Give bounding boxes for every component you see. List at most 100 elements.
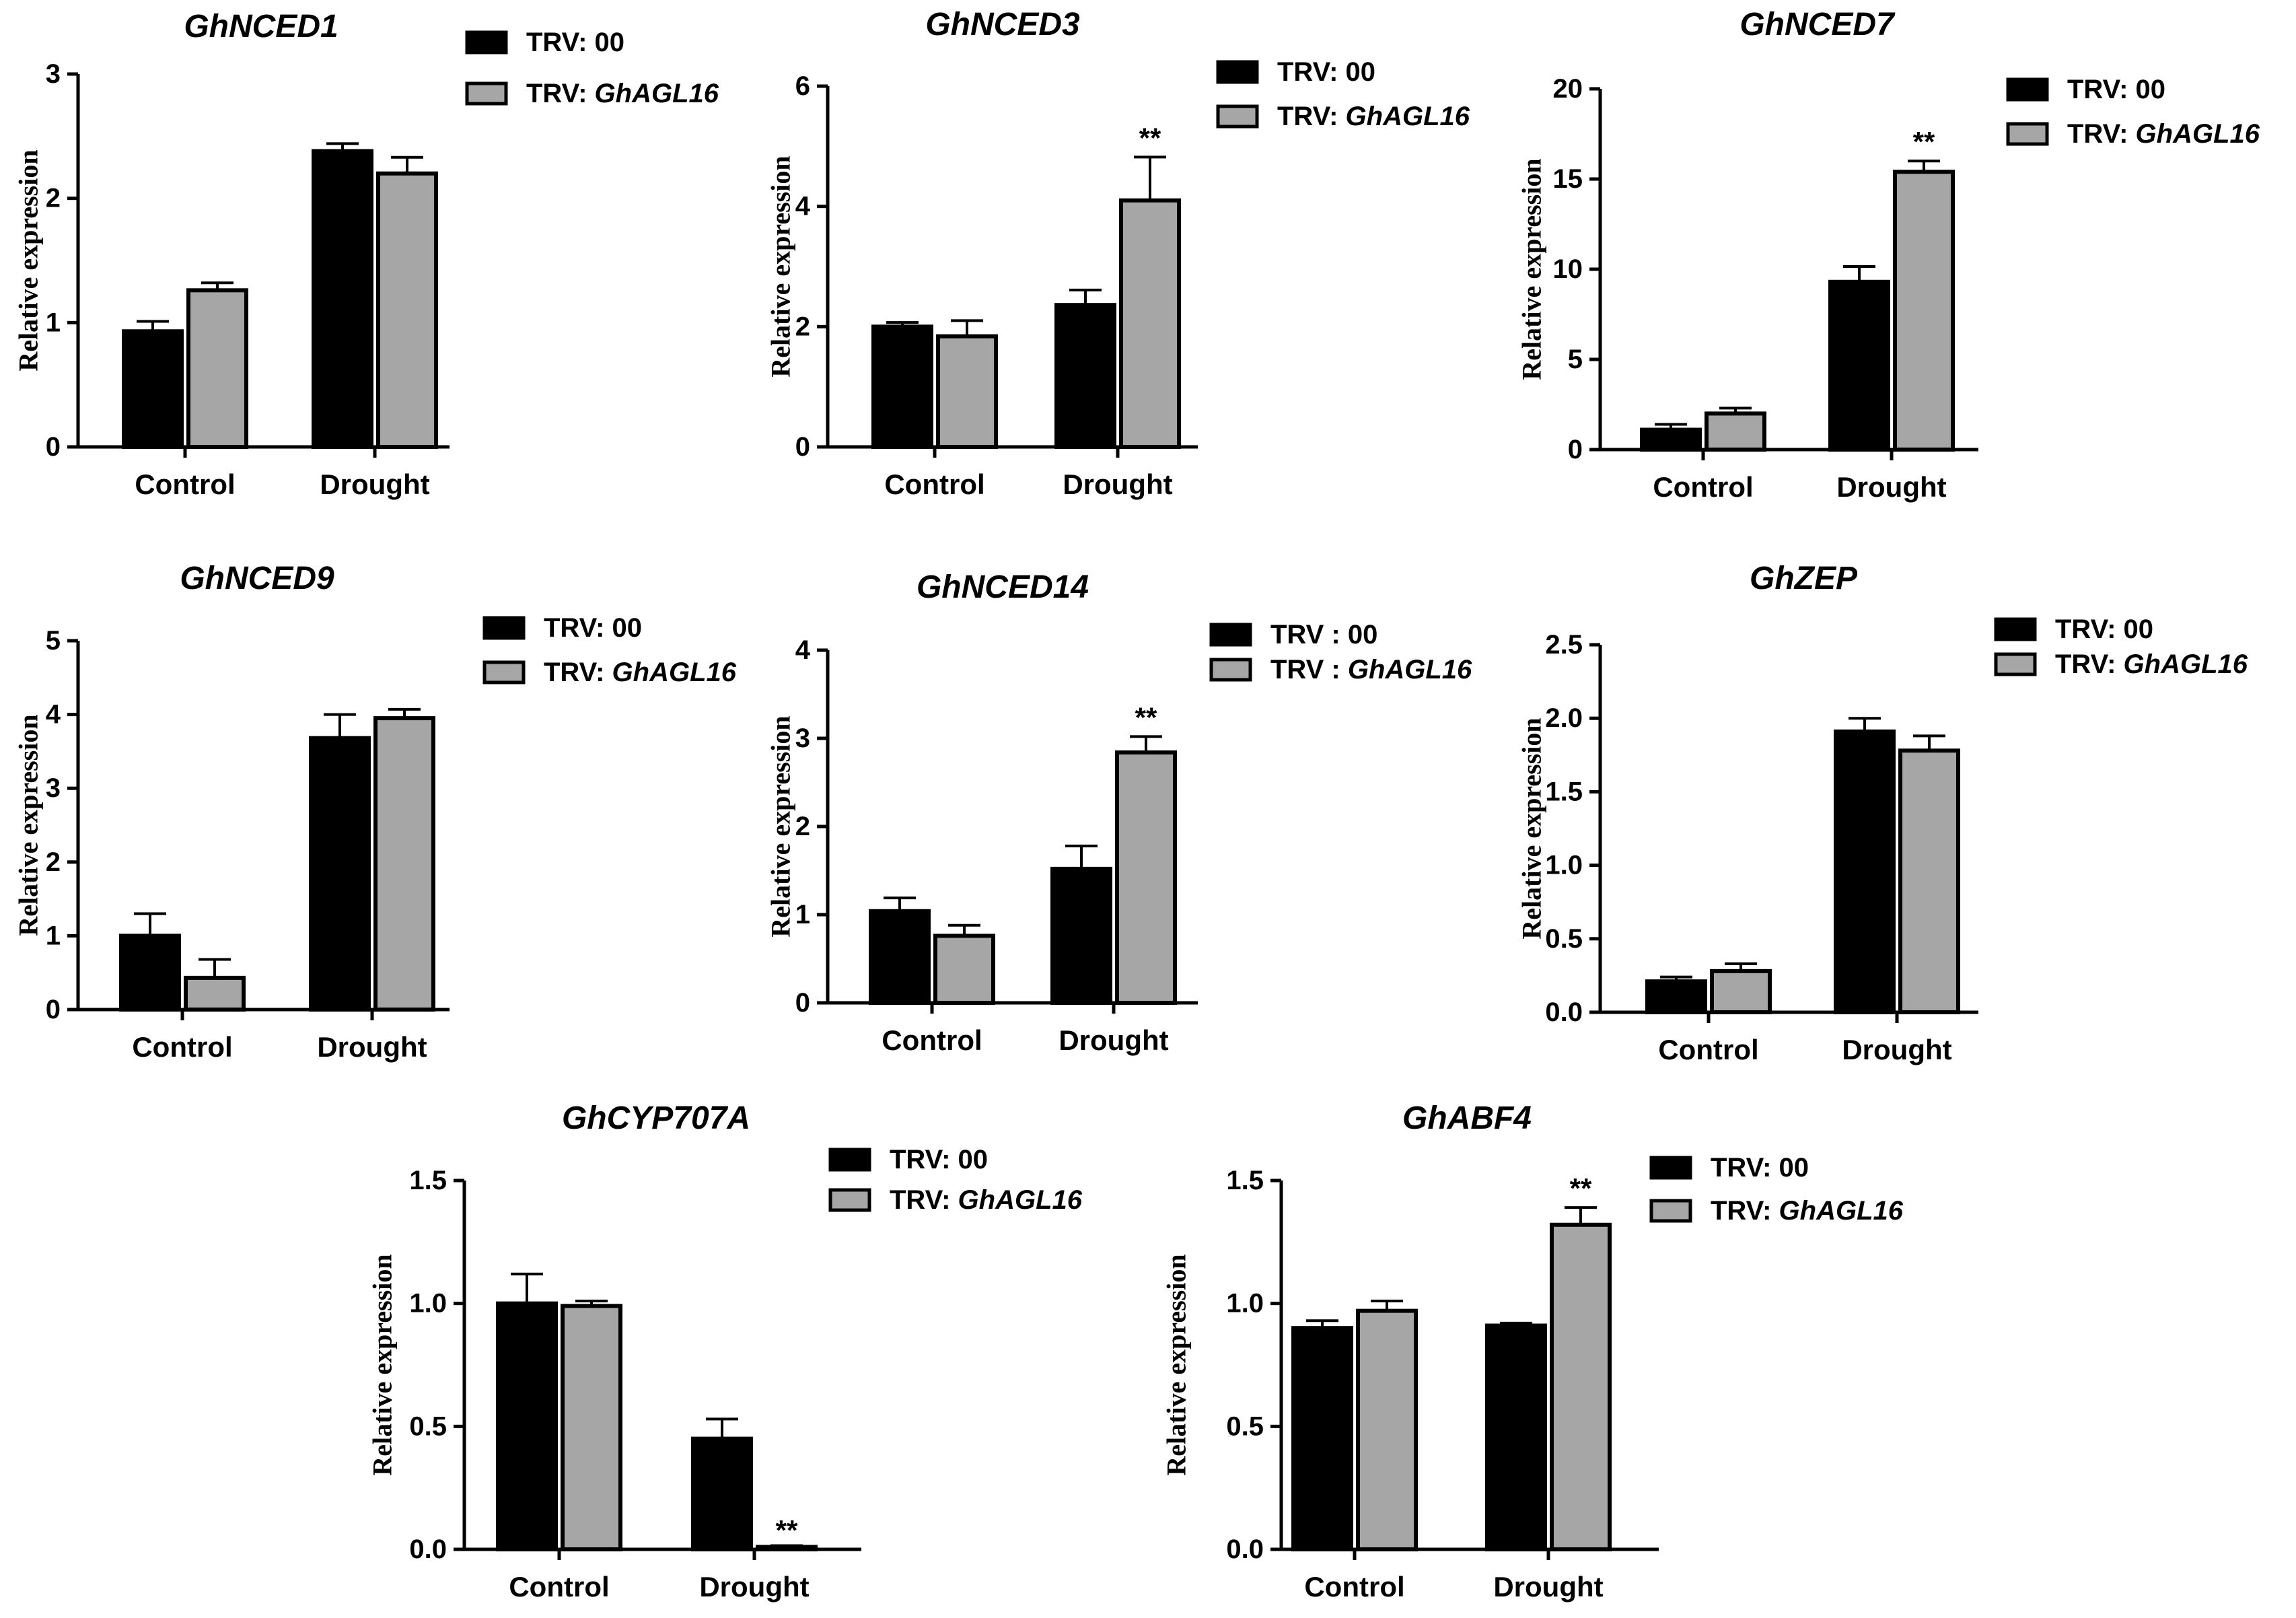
legend-gene: GhAGL16 [2124,649,2248,679]
legend-label: TRV : 00 [1270,620,1377,649]
y-axis-label: Relative expression [766,715,796,937]
y-tick-label: 0.0 [1226,1535,1264,1564]
y-tick-label: 1.5 [1545,777,1583,806]
bar-trv00 [691,1436,753,1552]
y-tick-label: 0.5 [1226,1411,1264,1441]
x-category-label: Control [135,468,235,500]
bar-trv-ghagl16 [1705,411,1766,452]
bar-trv-ghagl16 [373,716,435,1012]
legend-gene: GhAGL16 [958,1185,1083,1215]
legend-swatch-trv-ghagl16 [1209,658,1252,682]
chart-title: GhABF4 [1402,1100,1532,1136]
legend-label: TRV: 00 [526,28,624,57]
legend-prefix: TRV: [2055,614,2124,644]
legend-prefix: TRV : [1270,655,1348,684]
y-tick-label: 4 [795,192,811,221]
legend-label: TRV : GhAGL16 [1270,655,1472,684]
legend-swatch-trv00 [2006,77,2049,102]
legend-prefix: TRV: [526,79,595,108]
legend-label: TRV: 00 [1277,57,1375,87]
legend-gene: GhAGL16 [1346,102,1470,131]
y-axis-label: Relative expression [1517,158,1547,380]
y-tick-label: 0 [795,988,810,1018]
y-tick-label: 1 [46,308,61,337]
significance-marker: ** [1135,701,1157,733]
y-tick-label: 1 [795,900,810,929]
chart-panel: GhNCED1 Relative expression 0 1 2 3 Control Dro… [13,9,719,500]
bar-trv-ghagl16 [184,975,246,1012]
y-tick-label: 1.5 [1226,1166,1264,1195]
y-axis-label: Relative expression [13,714,44,936]
bar-trv00 [1640,427,1702,452]
chart-panel: GhCYP707A Relative expression 0.0 0.5 1.0 1.5… [367,1100,1083,1603]
y-axis-label: Relative expression [1161,1254,1192,1475]
y-tick-label: 0.5 [1545,924,1583,954]
bar-trv-ghagl16 [936,334,998,450]
chart-panel: GhNCED9 Relative expression 0 1 2 3 4 5 Control D… [13,561,737,1063]
chart-panel: GhABF4 Relative expression 0.0 0.5 1.0 1.5 Con… [1161,1100,1904,1603]
y-tick-label: 2.0 [1545,703,1583,733]
y-tick-label: 1.5 [409,1166,447,1195]
bar-trv00 [1834,729,1896,1014]
x-category-label: Control [1304,1571,1404,1603]
legend-prefix: TRV: [2067,75,2136,104]
legend-prefix: TRV: [526,28,595,57]
bar-trv-ghagl16 [756,1545,818,1552]
legend-swatch-trv-ghagl16 [1216,104,1259,129]
y-tick-label: 0 [1568,435,1583,464]
x-category-label: Drought [1836,471,1946,503]
chart-title: GhNCED14 [917,569,1089,605]
bar-trv00 [119,934,181,1012]
bar-trv00 [122,329,184,450]
legend-gene: 00 [612,613,643,643]
x-category-label: Control [1658,1034,1758,1065]
legend-gene: GhAGL16 [1348,655,1472,684]
bar-trv00 [312,149,373,449]
legend-prefix: TRV : [1270,620,1348,649]
legend-gene: 00 [1346,57,1376,87]
y-tick-label: 4 [46,700,61,730]
legend-label: TRV: GhAGL16 [1277,102,1470,131]
y-tick-label: 1 [46,921,61,950]
legend-prefix: TRV: [1277,57,1346,87]
legend-swatch-trv00 [1649,1156,1692,1180]
x-category-label: Drought [1059,1024,1168,1056]
y-tick-label: 4 [795,635,811,665]
legend-label: TRV: GhAGL16 [526,79,719,108]
y-tick-label: 5 [46,626,61,656]
y-tick-label: 0.5 [409,1411,447,1441]
legend-gene: GhAGL16 [1779,1196,1904,1226]
x-category-label: Drought [1063,468,1172,500]
legend-swatch-trv-ghagl16 [828,1188,871,1212]
y-tick-label: 1.0 [1545,851,1583,880]
y-tick-label: 0.0 [1545,997,1583,1027]
legend-label: TRV: GhAGL16 [2055,649,2248,679]
legend-swatch-trv00 [1994,617,2037,641]
legend-label: TRV: GhAGL16 [890,1185,1083,1215]
y-tick-label: 2.5 [1545,630,1583,660]
x-category-label: Control [1653,471,1753,503]
x-category-label: Control [509,1571,609,1603]
significance-marker: ** [1913,126,1935,157]
legend-swatch-trv00 [1216,60,1259,84]
chart-panel: GhZEP Relative expression 0.0 0.5 1.0 1.5 2.0 2… [1517,561,2248,1065]
legend-prefix: TRV: [1711,1153,1779,1183]
x-category-label: Control [132,1031,232,1063]
legend-gene: 00 [2136,75,2166,104]
bar-trv00 [871,324,933,450]
legend-swatch-trv00 [828,1148,871,1172]
bar-trv00 [496,1301,558,1551]
legend-label: TRV: 00 [2055,614,2153,644]
legend-label: TRV: GhAGL16 [544,658,737,687]
y-axis-label: Relative expression [13,149,44,371]
y-axis-label: Relative expression [766,155,796,377]
legend-swatch-trv-ghagl16 [2006,122,2049,146]
legend-label: TRV: 00 [544,613,642,643]
y-tick-label: 20 [1553,74,1583,104]
bar-trv-ghagl16 [1356,1308,1418,1552]
y-tick-label: 10 [1553,254,1583,284]
bar-trv-ghagl16 [1115,750,1177,1005]
legend-prefix: TRV: [544,658,612,687]
legend-swatch-trv00 [482,616,526,640]
legend-prefix: TRV: [890,1185,958,1215]
